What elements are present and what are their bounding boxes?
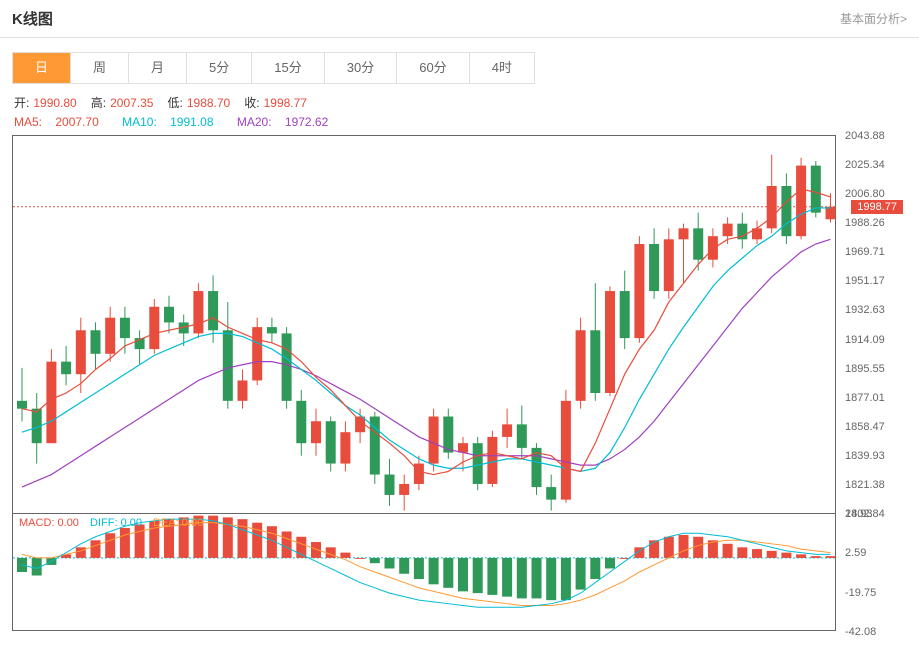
macd-chart[interactable]: MACD: 0.00 DIFF: 0.00 DEA: 0.00 24.932.5… <box>12 513 836 631</box>
ohlc-low: 1988.70 <box>187 96 230 110</box>
tab-月[interactable]: 月 <box>129 53 187 83</box>
ma10-value: 1991.08 <box>170 115 213 129</box>
timeframe-tabs: 日周月5分15分30分60分4时 <box>12 52 535 84</box>
ohlc-open: 1990.80 <box>33 96 76 110</box>
current-price-tag: 1998.77 <box>851 200 903 214</box>
macd-legend: MACD: 0.00 DIFF: 0.00 DEA: 0.00 <box>19 517 203 529</box>
analysis-link[interactable]: 基本面分析> <box>840 10 907 27</box>
ohlc-row: 开:1990.80 高:2007.35 低:1988.70 收:1998.77 <box>0 92 919 113</box>
ohlc-close: 1998.77 <box>264 96 307 110</box>
yaxis-macd: 24.932.59-19.75-42.08 <box>839 514 903 630</box>
ma20-value: 1972.62 <box>285 115 328 129</box>
tab-5分[interactable]: 5分 <box>187 53 252 83</box>
chart-title: K线图 <box>12 8 53 29</box>
ma-row: MA5: 2007.70 MA10: 1991.08 MA20: 1972.62 <box>0 113 919 135</box>
tab-30分[interactable]: 30分 <box>325 53 397 83</box>
ohlc-high: 2007.35 <box>110 96 153 110</box>
tab-周[interactable]: 周 <box>71 53 129 83</box>
tab-日[interactable]: 日 <box>13 53 71 83</box>
tab-60分[interactable]: 60分 <box>397 53 469 83</box>
candlestick-chart[interactable]: 2043.882025.342006.801988.261969.711951.… <box>12 135 836 513</box>
tab-15分[interactable]: 15分 <box>252 53 324 83</box>
ma5-value: 2007.70 <box>55 115 98 129</box>
yaxis-main: 2043.882025.342006.801988.261969.711951.… <box>839 136 903 513</box>
tab-4时[interactable]: 4时 <box>470 53 534 83</box>
